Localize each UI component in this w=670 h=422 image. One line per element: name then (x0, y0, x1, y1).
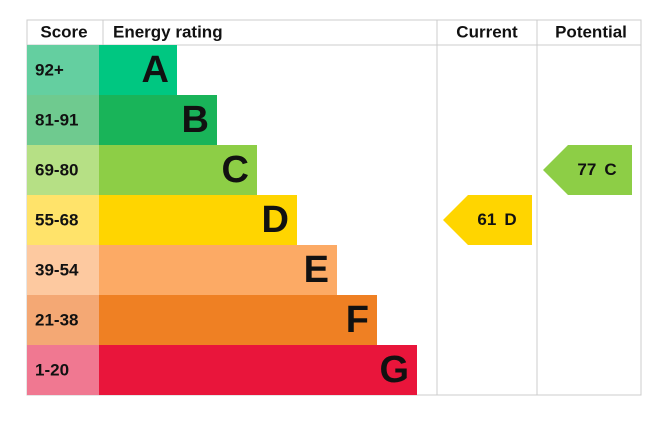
potential-value: 77 (577, 160, 596, 179)
score-label: 1-20 (35, 360, 69, 379)
score-label: 55-68 (35, 210, 78, 229)
score-label: 92+ (35, 60, 64, 79)
rating-bar (99, 45, 177, 95)
score-cell (27, 145, 99, 195)
score-cell (27, 295, 99, 345)
rating-letter: A (142, 49, 169, 91)
score-cell (27, 245, 99, 295)
rating-letter: F (346, 299, 369, 341)
current-arrow (443, 195, 532, 245)
rating-letter: C (222, 149, 249, 191)
rating-bar (99, 195, 297, 245)
header-current: Current (456, 22, 518, 41)
rating-bar (99, 95, 217, 145)
current-value: 61 (477, 210, 496, 229)
score-label: 39-54 (35, 260, 79, 279)
rating-bar (99, 295, 377, 345)
current-letter: D (504, 210, 516, 229)
potential-letter: C (604, 160, 616, 179)
rating-letter: G (379, 349, 409, 391)
rating-letter: D (262, 199, 289, 241)
score-label: 81-91 (35, 110, 78, 129)
header-potential: Potential (555, 22, 627, 41)
score-cell (27, 345, 99, 395)
header-rating: Energy rating (113, 22, 223, 41)
rating-letter: E (304, 249, 329, 291)
potential-label: 77 C (577, 160, 616, 179)
score-label: 21-38 (35, 310, 78, 329)
score-cell (27, 195, 99, 245)
potential-arrow (543, 145, 632, 195)
rating-letter: B (182, 99, 209, 141)
rating-bar (99, 145, 257, 195)
score-cell (27, 45, 99, 95)
header-score: Score (40, 22, 87, 41)
score-cell (27, 95, 99, 145)
score-label: 69-80 (35, 160, 78, 179)
rating-bar (99, 345, 417, 395)
rating-bar (99, 245, 337, 295)
current-label: 61 D (477, 210, 516, 229)
